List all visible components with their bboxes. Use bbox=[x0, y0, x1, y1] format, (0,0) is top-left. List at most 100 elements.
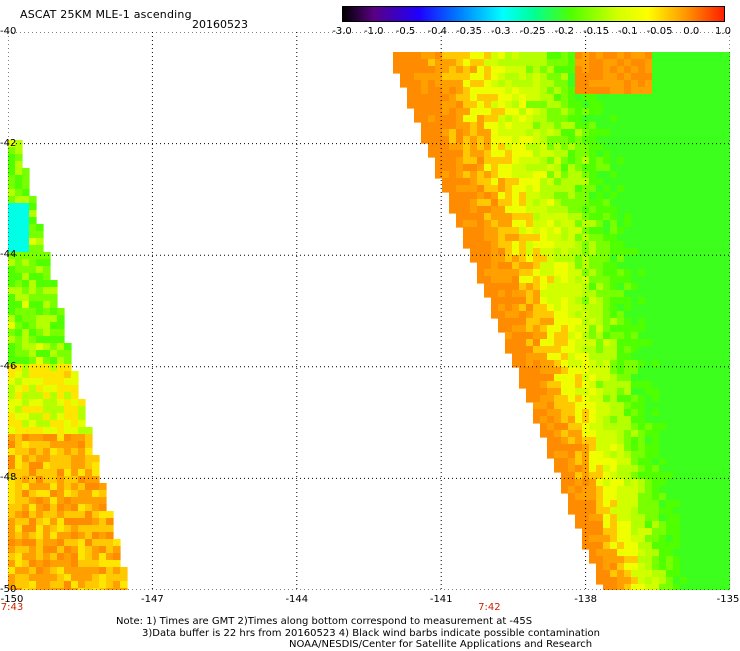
swath-cell bbox=[57, 546, 65, 554]
swath-cell bbox=[631, 542, 639, 550]
swath-cell bbox=[638, 395, 646, 403]
swath-cell bbox=[470, 234, 478, 242]
swath-cell bbox=[582, 220, 590, 228]
swath-cell bbox=[680, 192, 688, 200]
swath-cell bbox=[589, 241, 597, 249]
swath-cell bbox=[29, 280, 37, 288]
swath-cell bbox=[680, 528, 688, 536]
swath-cell bbox=[64, 539, 72, 547]
swath-cell bbox=[659, 584, 667, 590]
swath-cell bbox=[421, 80, 429, 88]
swath-cell bbox=[470, 171, 478, 179]
swath-cell bbox=[50, 420, 58, 428]
swath-cell bbox=[680, 409, 688, 417]
swath-cell bbox=[610, 416, 618, 424]
swath-cell bbox=[519, 129, 527, 137]
swath-cell bbox=[617, 528, 625, 536]
swath-cell bbox=[694, 339, 702, 347]
swath-cell bbox=[631, 101, 639, 109]
swath-cell bbox=[666, 248, 674, 256]
swath-cell bbox=[652, 521, 660, 529]
swath-cell bbox=[533, 304, 541, 312]
swath-cell bbox=[99, 518, 107, 526]
swath-cell bbox=[687, 241, 695, 249]
swath-cell bbox=[50, 301, 58, 309]
swath-cell bbox=[589, 185, 597, 193]
swath-cell bbox=[64, 434, 72, 442]
swath-cell bbox=[50, 539, 58, 547]
swath-cell bbox=[519, 353, 527, 361]
swath-cell bbox=[561, 171, 569, 179]
swath-cell bbox=[631, 339, 639, 347]
swath-cell bbox=[22, 385, 30, 393]
swath-cell bbox=[610, 458, 618, 466]
swath-cell bbox=[568, 94, 576, 102]
swath-cell bbox=[645, 507, 653, 515]
swath-cell bbox=[561, 325, 569, 333]
swath-cell bbox=[57, 308, 65, 316]
swath-cell bbox=[568, 451, 576, 459]
swath-cell bbox=[85, 441, 93, 449]
swath-cell bbox=[533, 346, 541, 354]
swath-cell bbox=[456, 164, 464, 172]
swath-cell bbox=[617, 199, 625, 207]
swath-cell bbox=[645, 192, 653, 200]
swath-cell bbox=[701, 136, 709, 144]
swath-cell bbox=[554, 59, 562, 67]
swath-cell bbox=[491, 297, 499, 305]
swath-cell bbox=[659, 262, 667, 270]
swath-cell bbox=[694, 276, 702, 284]
swath-cell bbox=[8, 532, 16, 540]
swath-cell bbox=[596, 388, 604, 396]
swath-cell bbox=[708, 332, 716, 340]
swath-cell bbox=[617, 521, 625, 529]
swath-cell bbox=[652, 339, 660, 347]
swath-cell bbox=[610, 486, 618, 494]
swath-cell bbox=[8, 546, 16, 554]
swath-cell bbox=[652, 129, 660, 137]
swath-cell bbox=[715, 332, 723, 340]
swath-cell bbox=[561, 402, 569, 410]
swath-cell bbox=[470, 185, 478, 193]
swath-cell bbox=[596, 430, 604, 438]
swath-cell bbox=[50, 329, 58, 337]
swath-cell bbox=[78, 525, 86, 533]
swath-cell bbox=[568, 73, 576, 81]
swath-cell bbox=[645, 493, 653, 501]
swath-cell bbox=[673, 465, 681, 473]
swath-cell bbox=[582, 388, 590, 396]
swath-cell bbox=[673, 570, 681, 578]
swath-cell bbox=[582, 346, 590, 354]
swath-cell bbox=[540, 304, 548, 312]
swath-cell bbox=[701, 472, 709, 480]
swath-cell bbox=[519, 304, 527, 312]
swath-cell bbox=[512, 101, 520, 109]
swath-cell bbox=[708, 444, 716, 452]
swath-cell bbox=[715, 416, 723, 424]
swath-cell bbox=[50, 553, 58, 561]
swath-cell bbox=[547, 346, 555, 354]
swath-cell bbox=[519, 227, 527, 235]
swath-cell bbox=[701, 402, 709, 410]
swath-cell bbox=[547, 143, 555, 151]
swath-cell bbox=[575, 199, 583, 207]
swath-cell bbox=[659, 465, 667, 473]
swath-cell bbox=[533, 122, 541, 130]
swath-cell bbox=[715, 395, 723, 403]
swath-cell bbox=[659, 563, 667, 571]
swath-cell bbox=[722, 479, 730, 487]
swath-cell bbox=[519, 66, 527, 74]
swath-cell bbox=[708, 178, 716, 186]
swath-cell bbox=[680, 143, 688, 151]
swath-cell bbox=[610, 136, 618, 144]
swath-cell bbox=[624, 122, 632, 130]
swath-cell bbox=[505, 94, 513, 102]
swath-cell bbox=[442, 101, 450, 109]
swath-cell bbox=[575, 500, 583, 508]
swath-cell bbox=[596, 255, 604, 263]
swath-cell bbox=[575, 73, 583, 81]
swath-cell bbox=[442, 143, 450, 151]
swath-cell bbox=[722, 164, 730, 172]
swath-cell bbox=[561, 262, 569, 270]
swath-cell bbox=[589, 486, 597, 494]
